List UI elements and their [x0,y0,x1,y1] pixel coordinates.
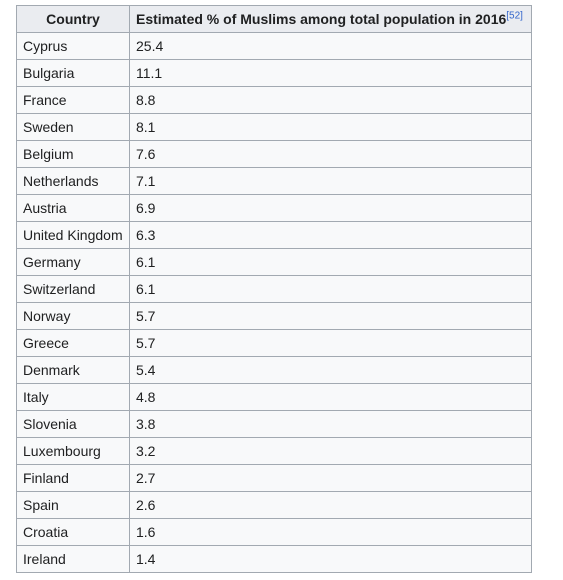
percentage-cell: 6.1 [129,248,532,276]
percentage-cell: 5.4 [129,356,532,384]
percentage-cell: 1.6 [129,518,532,546]
country-cell: Germany [16,248,130,276]
country-cell: Finland [16,464,130,492]
percentage-cell: 2.7 [129,464,532,492]
percentage-cell: 8.8 [129,86,532,114]
table-row: Sweden 8.1 [16,113,532,141]
country-column-header[interactable]: Country [16,5,130,33]
table-row: Bulgaria 11.1 [16,59,532,87]
table-row: France 8.8 [16,86,532,114]
table-row: United Kingdom 6.3 [16,221,532,249]
table-row: Luxembourg 3.2 [16,437,532,465]
table-row: Austria 6.9 [16,194,532,222]
table-row: Croatia 1.6 [16,518,532,546]
country-cell: Luxembourg [16,437,130,465]
country-header-label: Country [46,11,100,27]
country-cell: Sweden [16,113,130,141]
percentage-cell: 2.6 [129,491,532,519]
country-cell: Denmark [16,356,130,384]
table-row: Denmark 5.4 [16,356,532,384]
table-row: Netherlands 7.1 [16,167,532,195]
country-cell: Croatia [16,518,130,546]
percentage-cell: 5.7 [129,329,532,357]
country-cell: Belgium [16,140,130,168]
country-cell: Switzerland [16,275,130,303]
percentage-cell: 5.7 [129,302,532,330]
percentage-cell: 3.8 [129,410,532,438]
table-row: Greece 5.7 [16,329,532,357]
table-header-row: Country Estimated % of Muslims among tot… [16,5,532,33]
muslim-population-table: Country Estimated % of Muslims among tot… [16,5,532,573]
country-cell: Netherlands [16,167,130,195]
percentage-cell: 6.9 [129,194,532,222]
percentage-cell: 25.4 [129,32,532,60]
table-row: Norway 5.7 [16,302,532,330]
table-row: Spain 2.6 [16,491,532,519]
percentage-cell: 11.1 [129,59,532,87]
table-body: Cyprus 25.4 Bulgaria 11.1 France 8.8 Sweden… [16,32,532,573]
country-cell: Norway [16,302,130,330]
table-row: Italy 4.8 [16,383,532,411]
percentage-cell: 6.1 [129,275,532,303]
country-cell: Spain [16,491,130,519]
table-row: Belgium 7.6 [16,140,532,168]
percentage-cell: 8.1 [129,113,532,141]
table-row: Cyprus 25.4 [16,32,532,60]
percentage-cell: 6.3 [129,221,532,249]
table-row: Germany 6.1 [16,248,532,276]
country-cell: Austria [16,194,130,222]
percentage-cell: 3.2 [129,437,532,465]
percentage-cell: 7.6 [129,140,532,168]
percentage-cell: 1.4 [129,545,532,573]
country-cell: Italy [16,383,130,411]
country-cell: Cyprus [16,32,130,60]
percentage-cell: 7.1 [129,167,532,195]
country-cell: United Kingdom [16,221,130,249]
table-row: Switzerland 6.1 [16,275,532,303]
country-cell: Bulgaria [16,59,130,87]
percentage-cell: 4.8 [129,383,532,411]
table-row: Slovenia 3.8 [16,410,532,438]
country-cell: Greece [16,329,130,357]
country-cell: Ireland [16,545,130,573]
percentage-header-label: Estimated % of Muslims among total popul… [136,11,507,27]
citation-ref: [52] [506,10,523,21]
percentage-column-header[interactable]: Estimated % of Muslims among total popul… [129,5,532,33]
country-cell: France [16,86,130,114]
citation-link[interactable]: [52] [506,10,523,22]
table-row: Finland 2.7 [16,464,532,492]
country-cell: Slovenia [16,410,130,438]
table-row: Ireland 1.4 [16,545,532,573]
